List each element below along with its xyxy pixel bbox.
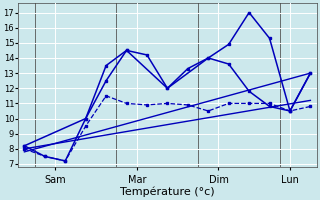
X-axis label: Température (°c): Température (°c) (120, 186, 215, 197)
